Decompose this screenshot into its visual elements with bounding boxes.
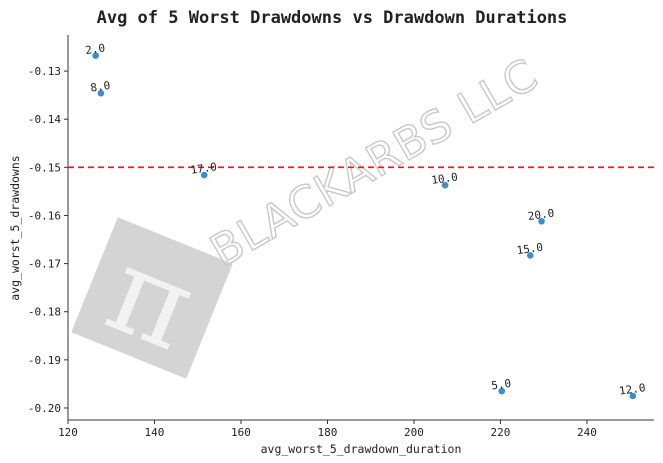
data-point-label: 10.0: [431, 170, 459, 187]
data-point: [92, 52, 99, 59]
y-tick-label: -0.13: [28, 65, 61, 78]
data-point: [441, 181, 449, 189]
data-point-label: 17.0: [190, 160, 218, 177]
data-point: [498, 387, 506, 395]
data-point: [97, 89, 105, 97]
y-tick-label: -0.14: [28, 113, 61, 126]
data-point-label: 20.0: [527, 206, 555, 223]
y-tick-label: -0.18: [28, 306, 61, 319]
data-point: [200, 171, 208, 179]
y-ticks: -0.13 -0.14 -0.15 -0.16 -0.17 -0.18 -0.19 -0.20: [28, 65, 68, 415]
x-tick-label: 200: [404, 426, 424, 439]
x-ticks: 120 140 160 180 200 220 240: [58, 420, 597, 439]
x-tick-label: 180: [318, 426, 338, 439]
y-tick-label: -0.20: [28, 402, 61, 415]
watermark-logo-box: [71, 217, 233, 379]
x-tick-label: 120: [58, 426, 78, 439]
y-tick-label: -0.19: [28, 354, 61, 367]
data-point-label: 15.0: [516, 241, 544, 258]
watermark-text: BLACKARBS LLC: [202, 49, 547, 277]
data-point-label: 5.0: [491, 377, 512, 393]
x-tick-label: 240: [577, 426, 597, 439]
data-points: 2.0 8.0 17.0 10.0 20.0 15.0 5.0 12.0: [84, 41, 646, 400]
y-tick-label: -0.17: [28, 258, 61, 271]
x-tick-label: 220: [491, 426, 511, 439]
data-point-label: 12.0: [618, 381, 646, 398]
y-tick-label: -0.15: [28, 161, 61, 174]
y-tick-label: -0.16: [28, 209, 61, 222]
data-point: [629, 392, 637, 400]
chart-title: Avg of 5 Worst Drawdowns vs Drawdown Dur…: [97, 8, 568, 28]
data-point: [538, 217, 545, 225]
data-point: [527, 252, 534, 259]
data-point-label: 8.0: [90, 79, 111, 95]
watermark: π BLACKARBS LLC: [71, 48, 547, 379]
data-point-label: 2.0: [84, 41, 105, 57]
y-axis-label: avg_worst_5_drawdowns: [8, 155, 22, 300]
x-tick-label: 160: [231, 426, 251, 439]
x-tick-label: 140: [145, 426, 165, 439]
x-axis-label: avg_worst_5_drawdown_duration: [261, 442, 462, 456]
